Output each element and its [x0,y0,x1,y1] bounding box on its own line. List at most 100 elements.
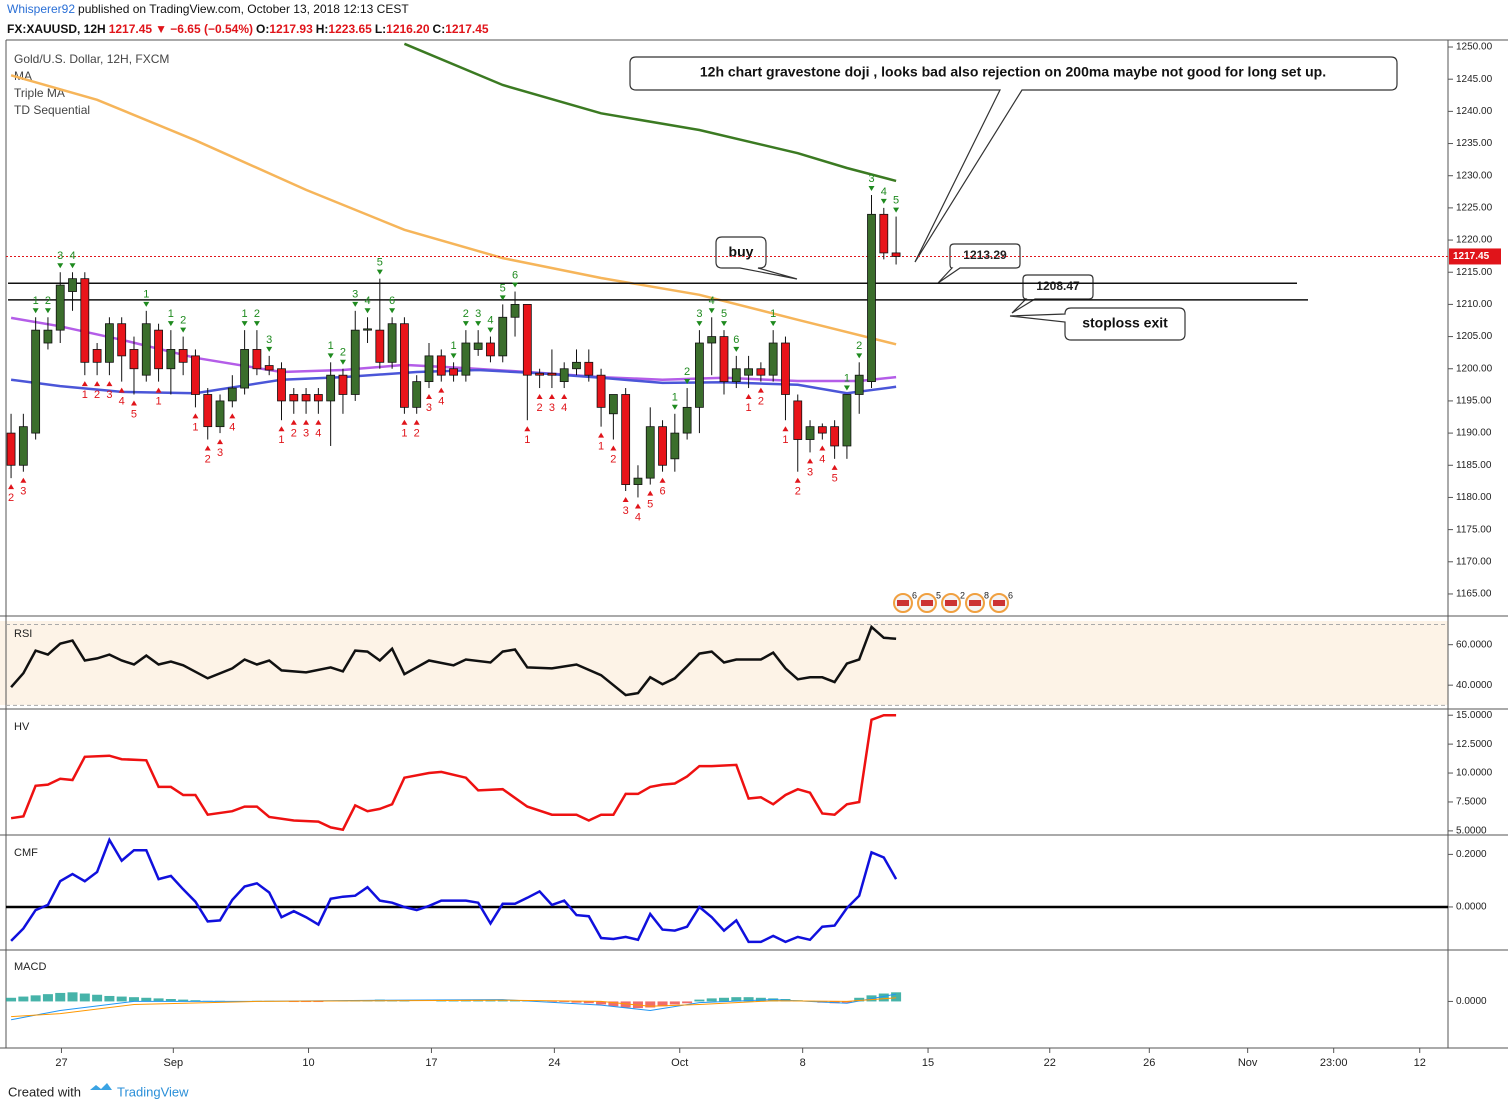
td-arrow [807,458,814,464]
td-arrow [389,308,396,314]
y-tick-label: 1175.00 [1456,524,1492,535]
td-arrow [770,321,777,327]
td-count: 3 [475,308,481,320]
td-count: 3 [807,466,813,478]
td-arrow [610,445,617,451]
macd-bar [596,1001,607,1005]
td-count: 1 [844,372,850,384]
candle-body [645,426,655,479]
td-arrow [20,477,27,483]
x-tick-label: 27 [55,1057,67,1069]
indicator-line [11,993,897,1021]
macd-bar [559,1001,570,1003]
last-price-box [1449,248,1501,265]
x-tick-label: 17 [425,1057,437,1069]
candle-body [535,372,545,376]
y-tick-label: 1240.00 [1456,106,1493,117]
td-arrow [733,346,740,352]
candle-body [436,355,446,376]
td-count: 3 [549,402,555,414]
legend-item: Triple MA [14,86,65,100]
td-count: 2 [537,402,543,414]
candle-body [6,432,16,466]
candle-body [633,477,643,485]
macd-bar [67,992,78,1002]
candle-body [547,372,557,376]
candle-body [289,394,299,402]
candle-body [412,381,422,408]
td-count: 2 [758,396,764,408]
td-count: 4 [709,295,715,307]
candle-body [227,387,237,402]
macd-bar [669,1001,680,1005]
candle-body [584,361,594,376]
candle-body [203,394,213,428]
macd-bar [92,994,103,1002]
td-arrow [118,387,125,393]
td-arrow [708,308,715,314]
td-arrow [745,394,752,400]
published: published on TradingView.com, October 13… [78,2,409,16]
candle-body [658,426,667,466]
td-count: 1 [401,428,407,440]
td-arrow [217,439,224,445]
td-arrow [155,387,162,393]
macd-bar [165,999,176,1002]
td-count: 3 [266,334,272,346]
event-icon [945,600,957,606]
td-arrow [339,359,346,365]
td-arrow [819,445,826,451]
td-arrow [659,477,666,483]
td-count: 4 [819,453,825,465]
td-arrow [8,484,15,490]
td-count: 2 [8,492,14,504]
macd-bar [841,1001,852,1003]
macd-bar [116,996,127,1002]
candle-body [805,426,815,440]
candle-body [92,349,102,363]
td-count: 1 [524,434,530,446]
td-count: 4 [881,186,887,198]
candle-body [191,355,200,395]
y-tick-label: 1190.00 [1456,428,1492,439]
td-count: 1 [598,441,604,453]
td-arrow [143,301,150,307]
td-arrow [843,385,850,391]
x-tick-label: 10 [302,1057,314,1069]
x-tick-label: 8 [800,1057,806,1069]
td-arrow [647,490,654,496]
footer-brand[interactable]: TradingView [117,1084,189,1099]
y-tick-label: 12.5000 [1456,739,1493,750]
macd-bar [878,993,889,1002]
y-tick-label: 1185.00 [1456,460,1492,471]
td-arrow [425,394,432,400]
td-arrow [266,346,273,352]
td-count: 1 [156,396,162,408]
h: 1223.65 [328,22,372,36]
td-arrow [524,426,531,432]
td-arrow [512,282,519,288]
macd-bar [743,997,754,1002]
candle-body [178,349,188,363]
candle-body [510,304,520,318]
td-arrow [303,419,310,425]
td-count: 3 [106,389,112,401]
y-tick-label: 1195.00 [1456,396,1492,407]
candle-body [129,349,139,370]
td-count: 6 [389,295,395,307]
td-arrow [450,353,457,359]
l: 1216.20 [386,22,430,36]
y-tick-label: 1210.00 [1456,299,1493,310]
td-count: 5 [893,194,899,206]
candle-body [264,365,274,371]
td-count: 1 [143,289,149,301]
candle-body [117,323,127,357]
td-arrow [856,353,863,359]
candle-body [731,368,741,383]
td-arrow [757,387,764,393]
candle-body [596,374,606,408]
callouts [629,56,1398,341]
candle-body [252,349,262,370]
td-arrow [684,379,691,385]
macd-bar [79,993,90,1002]
